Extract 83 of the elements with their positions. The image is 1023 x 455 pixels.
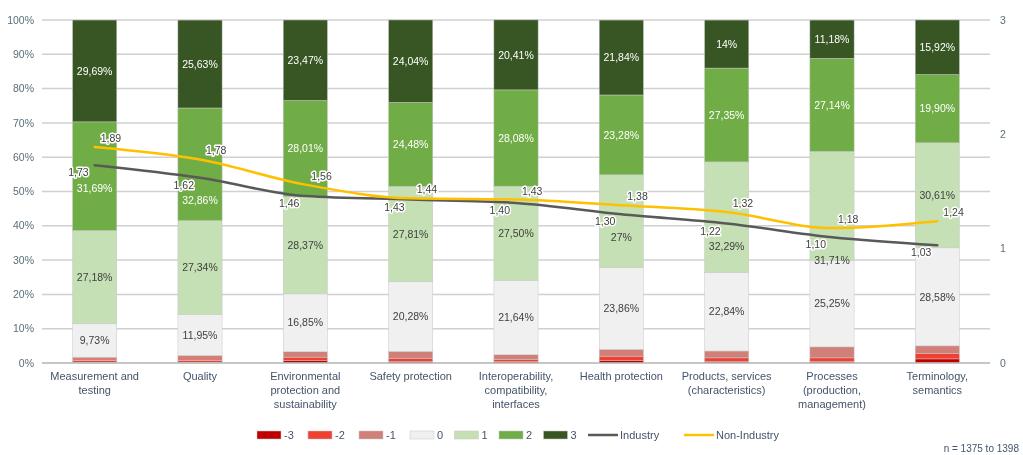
legend-label: -3	[284, 428, 294, 441]
data-label: 11,95%	[182, 328, 218, 341]
data-label: 25,25%	[814, 297, 850, 310]
data-label: 1,03	[910, 246, 932, 259]
data-label: 21,64%	[498, 311, 534, 324]
data-label: 11,18%	[814, 32, 850, 45]
data-label: 23,47%	[287, 53, 324, 66]
y2-tick-label: 2	[1000, 128, 1006, 141]
data-label: 27,81%	[392, 227, 429, 240]
y-tick-label: 0%	[18, 356, 34, 369]
data-label: 25,63%	[182, 57, 218, 70]
data-label: 23,86%	[603, 302, 640, 315]
legend-label: -1	[386, 428, 396, 441]
legend-label: Industry	[620, 428, 660, 441]
data-label: 31,69%	[76, 181, 113, 194]
y2-tick-label: 0	[1000, 356, 1006, 369]
y-tick-label: 20%	[12, 288, 34, 301]
data-label: 27,14%	[814, 98, 850, 111]
y2-tick-label: 3	[1000, 13, 1006, 26]
data-label: 1,43	[384, 200, 405, 213]
y-tick-label: 90%	[12, 47, 34, 60]
x-tick-label: Environmental protection and sustainability	[270, 370, 341, 410]
data-label: 30,61%	[919, 189, 956, 201]
data-label: 31,71%	[814, 253, 850, 266]
y-tick-label: 50%	[12, 185, 34, 198]
data-label: 20,41%	[498, 48, 534, 61]
legend-label: 2	[526, 428, 533, 441]
data-label: 28,37%	[287, 238, 324, 251]
data-label: 19,90%	[919, 102, 956, 115]
data-label: 27,50%	[498, 227, 534, 240]
data-label: 1,24	[943, 206, 964, 219]
data-label: 24,48%	[392, 138, 429, 151]
data-label: 1,43	[522, 184, 543, 197]
data-label: 23,28%	[603, 128, 640, 141]
data-label: 1,38	[627, 190, 648, 203]
data-label: 1,32	[732, 197, 754, 210]
data-label: 1,18	[838, 213, 859, 226]
data-label: 28,08%	[498, 131, 534, 144]
x-tick-label: Processes (production, management)	[798, 370, 866, 410]
legend-label: 3	[570, 428, 577, 441]
x-tick-label: Health protection	[579, 370, 663, 382]
data-label: 29,69%	[76, 64, 113, 77]
x-tick-label: Terminology, semantics	[906, 370, 969, 396]
data-label: 21,84%	[603, 51, 640, 64]
data-label: 27,18%	[76, 270, 113, 283]
data-label: 1,40	[489, 203, 511, 216]
data-label: 1,30	[594, 215, 616, 228]
data-label: 1,10	[805, 238, 827, 251]
data-label: 14%	[716, 37, 738, 50]
legend-label: 0	[437, 428, 444, 441]
x-tick-label: Quality	[182, 370, 218, 382]
y-tick-label: 40%	[12, 219, 34, 232]
data-label: 22,84%	[708, 305, 745, 318]
legend-label: 1	[481, 428, 488, 441]
legend-label: -2	[335, 428, 345, 441]
data-label: 28,58%	[919, 290, 956, 303]
x-tick-label: Safety protection	[369, 370, 452, 382]
data-label: 24,04%	[392, 54, 429, 67]
text: n = 1375 to 1398	[943, 443, 1020, 454]
data-label: 1,44	[416, 183, 438, 196]
y2-tick-label: 1	[1000, 242, 1006, 255]
data-label: 20,28%	[392, 310, 429, 323]
y-tick-label: 60%	[12, 150, 34, 163]
x-tick-label: Products, services (characteristics)	[681, 370, 773, 396]
x-tick-label: Interoperability, compatibility, interfaces	[478, 370, 554, 410]
data-label: 16,85%	[287, 316, 324, 329]
data-label: 1,22	[700, 224, 721, 237]
y-tick-label: 70%	[12, 116, 34, 129]
data-label: 15,92%	[919, 40, 956, 53]
data-label: 27,34%	[182, 261, 218, 274]
y-tick-label: 30%	[12, 253, 34, 266]
y-tick-label: 100%	[7, 13, 34, 26]
y-tick-label: 80%	[12, 82, 34, 95]
data-label: 9,73%	[79, 334, 110, 347]
y-tick-label: 10%	[12, 322, 34, 335]
data-label: 32,29%	[708, 240, 745, 253]
data-label: 27,35%	[708, 108, 745, 121]
data-label: 1,46	[278, 197, 300, 210]
data-label: 27%	[610, 231, 632, 244]
x-tick-label: Measurement and testing	[50, 370, 139, 396]
legend-label: Non-Industry	[716, 428, 780, 441]
data-label: 32,86%	[182, 194, 218, 207]
data-label: 28,01%	[287, 142, 324, 155]
